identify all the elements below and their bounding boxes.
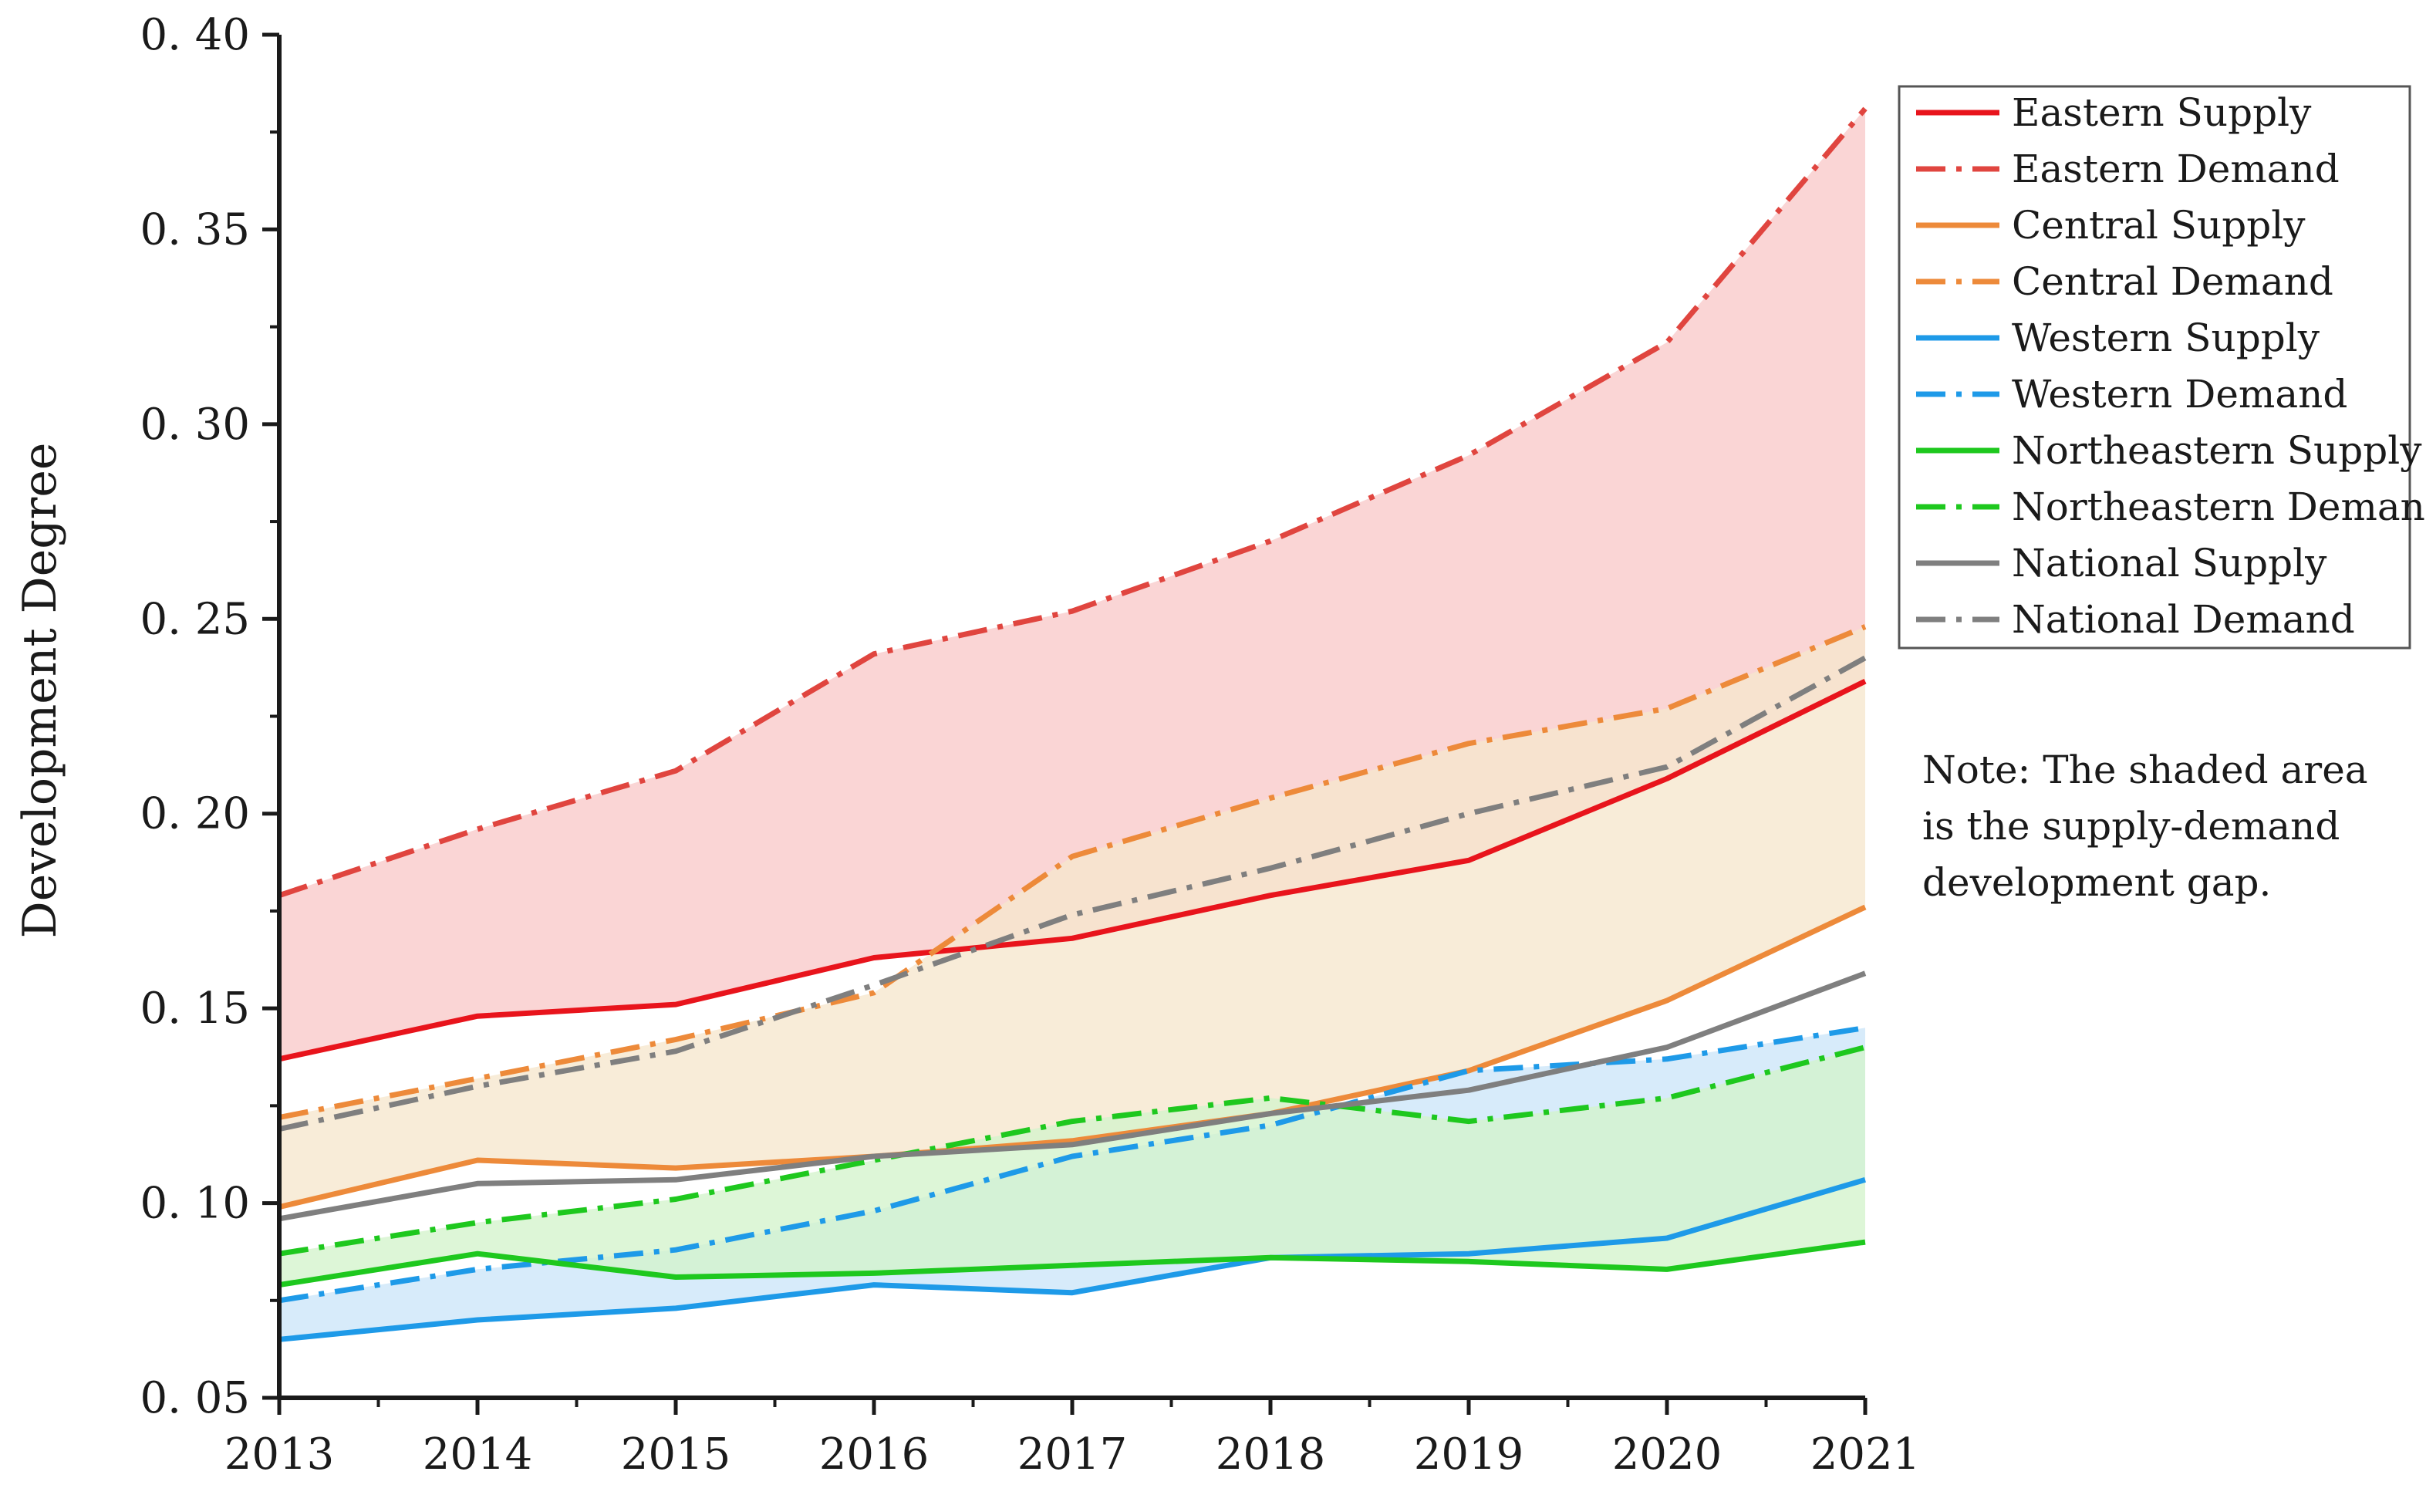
note-line-3: development gap. [1922, 860, 2271, 905]
legend-label-western-supply: Western Supply [2012, 316, 2320, 360]
x-tick-label: 2017 [1017, 1429, 1128, 1480]
gap-area-northeastern [279, 1047, 1865, 1285]
gap-area-central [279, 626, 1865, 1207]
legend-label-national-supply: National Supply [2012, 541, 2327, 586]
series-line-national-supply [278, 970, 1867, 1222]
x-tick-label: 2020 [1612, 1429, 1722, 1480]
x-tick-label: 2013 [224, 1429, 335, 1480]
y-axis-title: Development Degree [13, 443, 67, 939]
legend-label-eastern-demand: Eastern Demand [2012, 147, 2340, 191]
series-line-national-demand [278, 655, 1867, 1132]
series-line-northeastern-supply [278, 1239, 1866, 1288]
gap-shading-group [279, 108, 1865, 1340]
y-tick-label: 0. 05 [140, 1373, 251, 1423]
x-tick-label: 2014 [423, 1429, 533, 1480]
x-tick-label: 2021 [1810, 1429, 1921, 1480]
y-tick-label: 0. 40 [140, 10, 251, 60]
series-line-eastern-supply [278, 678, 1867, 1062]
legend-label-eastern-supply: Eastern Supply [2012, 90, 2312, 135]
x-tick-label: 2015 [621, 1429, 731, 1480]
series-line-northeastern-demand [278, 1045, 1866, 1257]
x-tick-label: 2019 [1414, 1429, 1524, 1480]
series-lines-group [278, 106, 1868, 1342]
note-line-2: is the supply-demand [1922, 804, 2340, 849]
legend-label-central-supply: Central Supply [2012, 203, 2306, 248]
y-tick-label: 0. 20 [140, 789, 251, 839]
note-line-1: Note: The shaded area [1922, 748, 2368, 792]
legend-box [1898, 85, 2411, 650]
legend-label-northeastern-supply: Northeastern Supply [2012, 428, 2422, 473]
series-line-western-supply [278, 1176, 1866, 1342]
y-ticks-group: 0. 05 0. 10 0. 15 0. 20 0. 25 0. 30 0. 35 0. 40 [140, 10, 279, 1423]
y-tick-label: 0. 30 [140, 400, 251, 450]
x-tick-label: 2016 [819, 1429, 930, 1480]
legend-label-western-demand: Western Demand [2012, 372, 2347, 417]
y-tick-label: 0. 10 [140, 1179, 251, 1229]
y-tick-label: 0. 25 [140, 594, 251, 644]
legend-label-central-demand: Central Demand [2012, 259, 2333, 304]
legend-label-national-demand: National Demand [2012, 597, 2355, 642]
y-tick-label: 0. 15 [140, 984, 251, 1034]
note-annotation: Note: The shaded area is the supply-dema… [1922, 748, 2368, 905]
series-line-eastern-demand [278, 106, 1868, 899]
series-line-central-supply [278, 904, 1867, 1210]
series-line-central-demand [278, 624, 1867, 1120]
y-tick-label: 0. 35 [140, 204, 251, 255]
x-ticks-group: 2013 2014 2015 2016 2017 2018 2019 2020 2021 [224, 1398, 1921, 1480]
x-tick-label: 2018 [1216, 1429, 1326, 1480]
legend-label-northeastern-demand: Northeastern Demand [2012, 484, 2426, 529]
legend: Eastern Supply Eastern Demand Central Supp… [1898, 85, 2426, 650]
